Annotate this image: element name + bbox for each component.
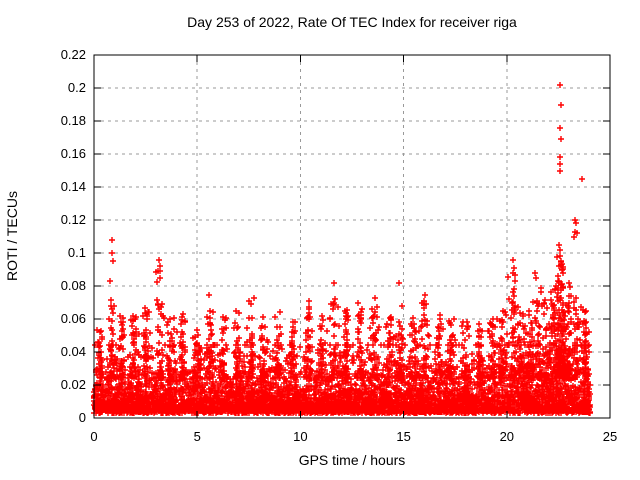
chart-title: Day 253 of 2022, Rate Of TEC Index for r… [187,14,517,30]
y-tick-label: 0.16 [61,146,86,161]
y-tick-label: 0 [79,410,86,425]
y-tick-label: 0.02 [61,377,86,392]
plot-frame [93,54,611,419]
x-tick-label: 10 [293,429,307,444]
x-tick-label: 25 [603,429,617,444]
y-tick-label: 0.22 [61,47,86,62]
x-tick-label: 5 [194,429,201,444]
y-tick-label: 0.04 [61,344,86,359]
x-tick-label: 0 [90,429,97,444]
y-axis-label: ROTI / TECUs [4,191,20,281]
y-tick-label: 0.14 [61,179,86,194]
x-tick-label: 20 [500,429,514,444]
x-tick-label: 15 [396,429,410,444]
plot-border [93,54,611,419]
roti-data-markers [91,82,593,416]
y-tick-label: 0.12 [61,212,86,227]
x-axis-label: GPS time / hours [299,452,406,468]
y-tick-label: 0.08 [61,278,86,293]
axis-tick-labels: 0 0.02 0.04 0.06 0.08 0.1 0.12 0.14 0.16 0.18 0.2 0… [61,47,618,444]
axis-ticks [93,54,611,419]
y-tick-label: 0.2 [68,80,86,95]
grid-lines [94,55,610,418]
y-tick-label: 0.1 [68,245,86,260]
y-tick-label: 0.18 [61,113,86,128]
y-tick-label: 0.06 [61,311,86,326]
scatter-points [91,82,593,416]
